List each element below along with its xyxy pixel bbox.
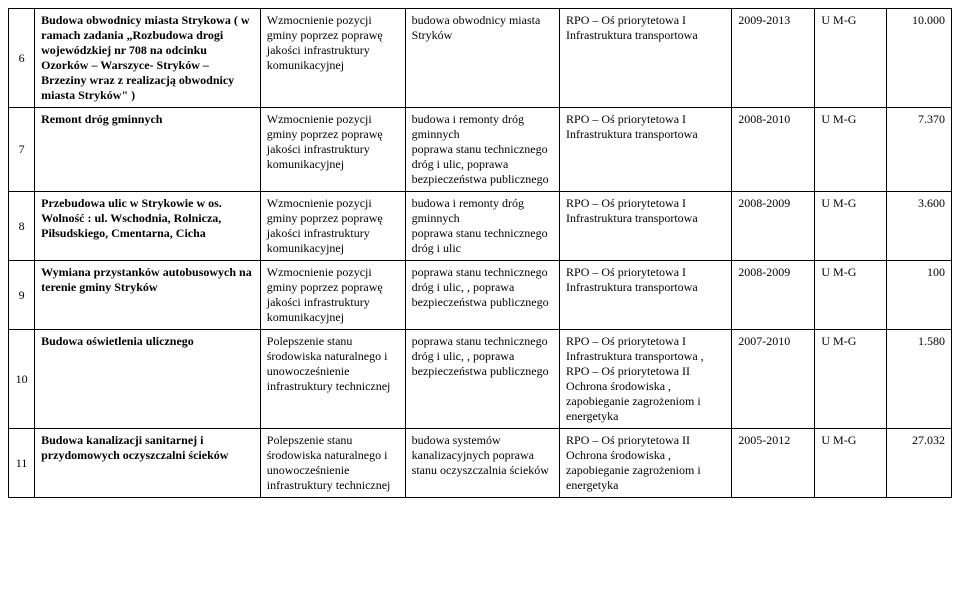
row-number: 9 — [9, 261, 35, 330]
funding-source: U M-G — [815, 261, 886, 330]
table-row: 6Budowa obwodnicy miasta Strykowa ( w ra… — [9, 9, 952, 108]
scope: poprawa stanu technicznego dróg i ulic, … — [405, 261, 559, 330]
programme: RPO – Oś priorytetowa I Infrastruktura t… — [560, 192, 732, 261]
scope: budowa i remonty dróg gminnychpoprawa st… — [405, 192, 559, 261]
funding-source: U M-G — [815, 9, 886, 108]
years: 2007-2010 — [732, 330, 815, 429]
programme: RPO – Oś priorytetowa I Infrastruktura t… — [560, 108, 732, 192]
project-name: Przebudowa ulic w Strykowie w os. Wolnoś… — [35, 192, 261, 261]
funding-source: U M-G — [815, 192, 886, 261]
years: 2008-2009 — [732, 192, 815, 261]
table-row: 9Wymiana przystanków autobusowych na ter… — [9, 261, 952, 330]
project-name: Budowa kanalizacji sanitarnej i przydomo… — [35, 429, 261, 498]
years: 2008-2009 — [732, 261, 815, 330]
objective: Wzmocnienie pozycji gminy poprzez popraw… — [260, 108, 405, 192]
scope: budowa systemów kanalizacyjnych poprawa … — [405, 429, 559, 498]
years: 2005-2012 — [732, 429, 815, 498]
scope: budowa i remonty dróg gminnychpoprawa st… — [405, 108, 559, 192]
years: 2008-2010 — [732, 108, 815, 192]
funding-source: U M-G — [815, 330, 886, 429]
row-number: 8 — [9, 192, 35, 261]
programme: RPO – Oś priorytetowa I Infrastruktura t… — [560, 9, 732, 108]
amount: 27.032 — [886, 429, 951, 498]
objective: Wzmocnienie pozycji gminy poprzez popraw… — [260, 9, 405, 108]
amount: 1.580 — [886, 330, 951, 429]
table-row: 11Budowa kanalizacji sanitarnej i przydo… — [9, 429, 952, 498]
amount: 10.000 — [886, 9, 951, 108]
scope: poprawa stanu technicznego dróg i ulic, … — [405, 330, 559, 429]
programme: RPO – Oś priorytetowa I Infrastruktura t… — [560, 330, 732, 429]
objective: Wzmocnienie pozycji gminy poprzez popraw… — [260, 192, 405, 261]
project-name: Budowa oświetlenia ulicznego — [35, 330, 261, 429]
table-row: 10Budowa oświetlenia ulicznegoPolepszeni… — [9, 330, 952, 429]
scope: budowa obwodnicy miasta Stryków — [405, 9, 559, 108]
amount: 7.370 — [886, 108, 951, 192]
objective: Polepszenie stanu środowiska naturalnego… — [260, 429, 405, 498]
table-row: 7Remont dróg gminnychWzmocnienie pozycji… — [9, 108, 952, 192]
years: 2009-2013 — [732, 9, 815, 108]
project-name: Budowa obwodnicy miasta Strykowa ( w ram… — [35, 9, 261, 108]
amount: 100 — [886, 261, 951, 330]
projects-table: 6Budowa obwodnicy miasta Strykowa ( w ra… — [8, 8, 952, 498]
row-number: 7 — [9, 108, 35, 192]
funding-source: U M-G — [815, 429, 886, 498]
objective: Wzmocnienie pozycji gminy poprzez popraw… — [260, 261, 405, 330]
funding-source: U M-G — [815, 108, 886, 192]
row-number: 11 — [9, 429, 35, 498]
amount: 3.600 — [886, 192, 951, 261]
table-row: 8Przebudowa ulic w Strykowie w os. Wolno… — [9, 192, 952, 261]
project-name: Wymiana przystanków autobusowych na tere… — [35, 261, 261, 330]
project-name: Remont dróg gminnych — [35, 108, 261, 192]
programme: RPO – Oś priorytetowa II Ochrona środowi… — [560, 429, 732, 498]
programme: RPO – Oś priorytetowa I Infrastruktura t… — [560, 261, 732, 330]
objective: Polepszenie stanu środowiska naturalnego… — [260, 330, 405, 429]
row-number: 6 — [9, 9, 35, 108]
row-number: 10 — [9, 330, 35, 429]
